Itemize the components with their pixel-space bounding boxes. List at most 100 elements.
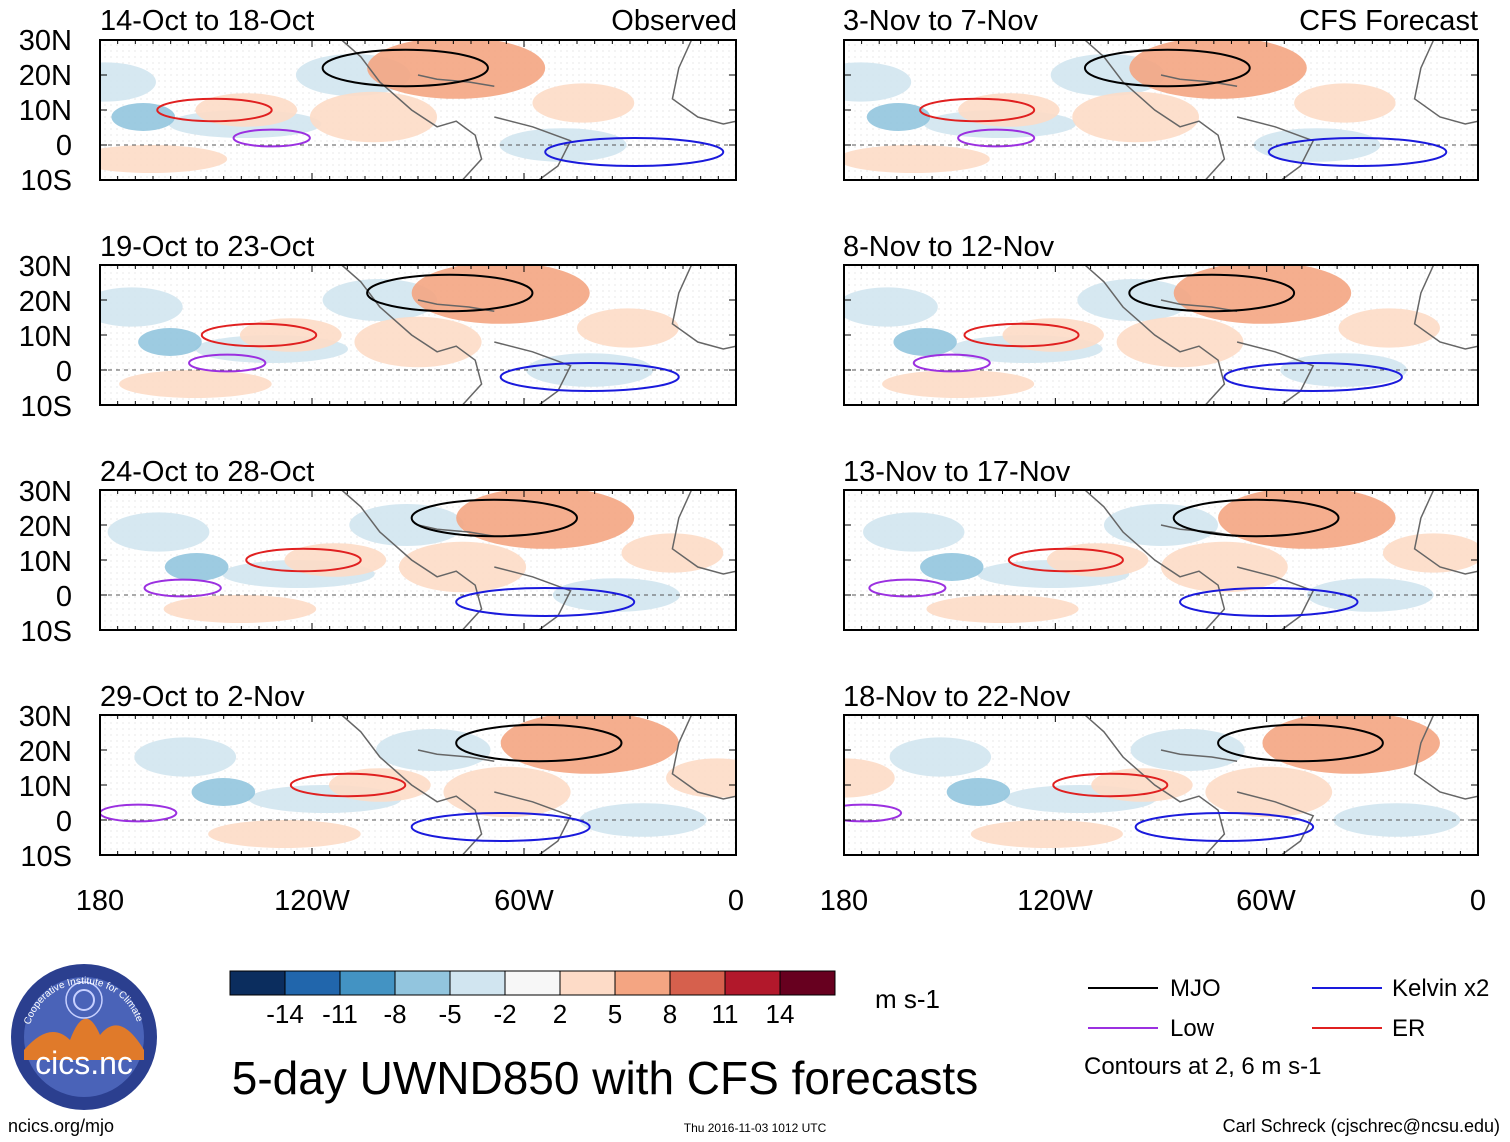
coastline xyxy=(417,74,495,87)
map-panel xyxy=(843,489,1479,631)
anomaly-westerly xyxy=(1218,490,1396,549)
lat-labels-panel-2: 30N 20N 10N 0 10S xyxy=(19,251,72,423)
anomaly-easterly xyxy=(164,553,229,581)
wave-contour xyxy=(1134,812,1315,842)
wave-contour xyxy=(1052,772,1169,798)
anomaly-easterly xyxy=(920,553,984,581)
lat-label: 20N xyxy=(19,511,72,543)
anomaly-westerly xyxy=(163,595,317,623)
coastline xyxy=(671,490,736,575)
legend-note: Contours at 2, 6 m s-1 xyxy=(1084,1053,1321,1080)
map-panel xyxy=(99,489,737,631)
anomaly-easterly xyxy=(349,504,464,546)
map-panel xyxy=(843,714,1479,856)
wave-contour xyxy=(1217,723,1384,763)
coastline xyxy=(341,715,483,855)
wave-contour xyxy=(321,48,489,88)
lat-labels-panel-3: 30N 20N 10N 0 10S xyxy=(19,476,72,648)
colorbar-swatch xyxy=(779,970,836,996)
legend-label-mjo: MJO xyxy=(1170,975,1221,1002)
lat-label: 0 xyxy=(56,581,72,613)
anomaly-westerly xyxy=(1161,541,1288,593)
colorbar-tick-label: -5 xyxy=(438,999,461,1029)
anomaly-easterly xyxy=(893,328,957,356)
anomaly-easterly xyxy=(100,287,183,327)
anomaly-westerly xyxy=(411,265,590,324)
anomaly-westerly xyxy=(367,40,546,99)
colorbar-tick-label: 14 xyxy=(766,999,795,1029)
anomaly-easterly xyxy=(552,578,681,612)
colorbar-swatch xyxy=(449,970,506,996)
colorbar-swatch xyxy=(394,970,451,996)
main-title: 5-day UWND850 with CFS forecasts xyxy=(232,1052,978,1104)
anomaly-westerly xyxy=(456,490,635,549)
legend-label-low: Low xyxy=(1170,1015,1215,1042)
anomaly-easterly xyxy=(191,778,256,806)
anomaly-easterly xyxy=(863,512,965,552)
wave-contour xyxy=(200,322,318,348)
colorbar-swatch xyxy=(669,970,726,996)
lon-label: 180 xyxy=(820,885,868,917)
coastline xyxy=(1084,40,1226,180)
anomaly-westerly xyxy=(970,820,1123,848)
panel-title-fc-4: 18-Nov to 22-Nov xyxy=(843,681,1071,713)
anomaly-easterly xyxy=(889,737,992,777)
lat-label: 30N xyxy=(19,25,72,57)
lon-label: 120W xyxy=(1017,885,1093,917)
wave-contour xyxy=(1179,587,1359,617)
coastline xyxy=(1236,791,1315,855)
anomaly-westerly xyxy=(239,318,342,352)
coastline xyxy=(494,116,572,180)
colorbar-tick-label: 2 xyxy=(553,999,567,1029)
anomaly-easterly xyxy=(111,103,176,131)
colorbar-swatch xyxy=(229,970,286,996)
anomaly-westerly xyxy=(119,370,272,398)
legend-label-kelvin: Kelvin x2 xyxy=(1392,975,1489,1002)
coastline xyxy=(671,265,736,350)
colorbar-tick-label: -2 xyxy=(493,999,516,1029)
anomaly-westerly xyxy=(328,768,431,802)
anomaly-westerly xyxy=(1205,766,1333,818)
wave-contour xyxy=(1223,362,1403,392)
footer-timestamp: Thu 2016-11-03 1012 UTC xyxy=(684,1121,827,1135)
lon-label: 0 xyxy=(1470,885,1486,917)
coastline xyxy=(417,749,495,762)
wave-contour xyxy=(289,772,407,798)
wave-contour xyxy=(188,353,267,373)
wave-contour xyxy=(245,547,362,573)
map-panel xyxy=(843,39,1479,181)
anomaly-westerly xyxy=(309,91,438,143)
lat-label: 0 xyxy=(56,806,72,838)
coastline xyxy=(341,490,483,630)
coastline xyxy=(1413,265,1478,350)
colorbar-swatch xyxy=(284,970,341,996)
lat-label: 10N xyxy=(19,95,72,127)
coastline xyxy=(341,40,483,180)
anomaly-westerly xyxy=(621,533,724,573)
anomaly-westerly xyxy=(1294,83,1396,123)
anomaly-westerly xyxy=(443,766,571,818)
wave-contour xyxy=(919,97,1036,123)
colorbar-tick-label: -11 xyxy=(322,999,358,1029)
anomaly-westerly xyxy=(844,145,990,173)
anomaly-westerly xyxy=(354,316,482,368)
lat-label: 20N xyxy=(19,736,72,768)
anomaly-easterly xyxy=(844,287,938,327)
wave-contour xyxy=(232,128,311,148)
observed-label: Observed xyxy=(611,5,737,37)
wave-contour xyxy=(100,803,178,823)
lon-labels-left: 180 120W 60W 0 xyxy=(76,885,744,917)
anomaly-westerly xyxy=(500,715,679,774)
lat-label: 10S xyxy=(20,391,72,423)
anomaly-easterly xyxy=(376,729,491,771)
anomaly-westerly xyxy=(195,93,298,127)
wave-contour xyxy=(912,353,991,373)
coastline xyxy=(1160,74,1238,87)
coastline xyxy=(494,566,572,630)
anomaly-westerly xyxy=(1382,533,1478,573)
anomaly-westerly xyxy=(577,308,679,348)
coastline xyxy=(494,341,572,405)
lat-label: 10N xyxy=(19,546,72,578)
lon-label: 60W xyxy=(1236,885,1296,917)
anomaly-westerly xyxy=(958,93,1060,127)
